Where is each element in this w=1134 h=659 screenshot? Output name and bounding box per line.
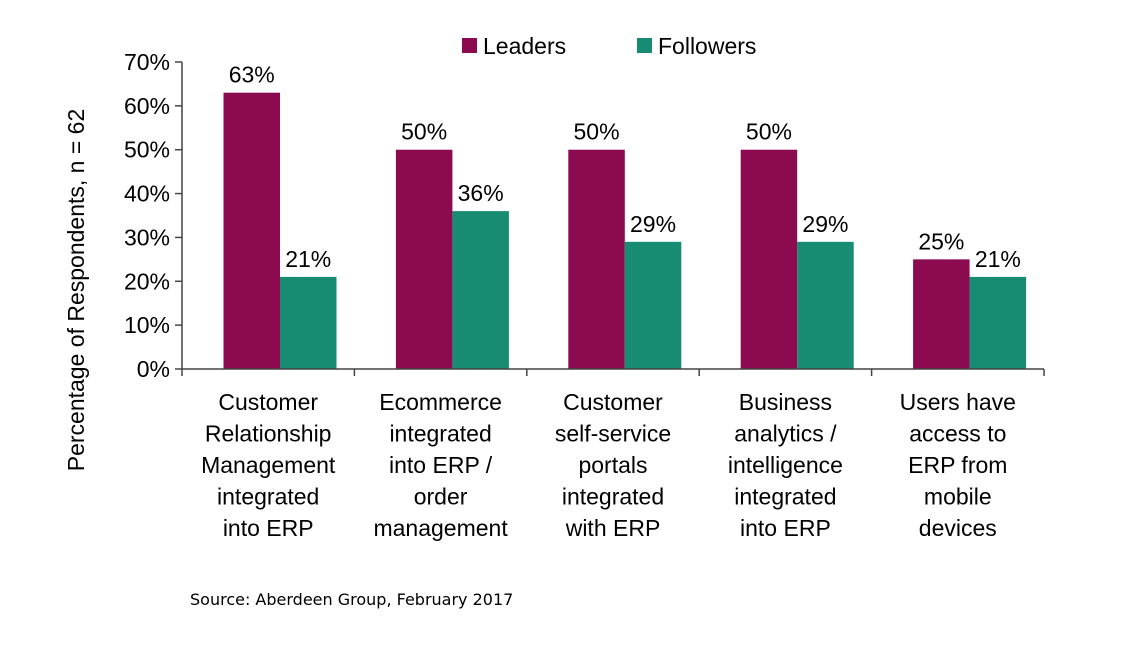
x-tick-label: Ecommerce integrated into ERP / order manage… (373, 389, 508, 541)
data-label: 25% (918, 228, 964, 254)
bar (395, 149, 453, 369)
x-tick-label: Users have access to ERP from mobile devices (900, 389, 1016, 541)
x-tick-label: Business analytics / intelligence integrate… (728, 389, 843, 541)
data-label: 50% (746, 119, 792, 145)
y-tick-label: 0% (137, 356, 170, 382)
data-label: 21% (285, 246, 331, 272)
y-axis-label: Percentage of Respondents, n = 62 (63, 109, 89, 472)
legend-swatch (462, 38, 477, 53)
y-tick-label: 70% (124, 49, 170, 75)
data-label: 63% (229, 62, 275, 88)
bar (223, 92, 280, 369)
legend-label: Followers (658, 33, 756, 59)
data-label: 50% (401, 119, 447, 145)
y-tick-label: 50% (124, 137, 170, 163)
source-note: Source: Aberdeen Group, February 2017 (190, 590, 514, 609)
y-tick-label: 10% (124, 312, 170, 338)
bar (280, 276, 337, 369)
legend-label: Leaders (483, 33, 566, 59)
y-tick-label: 20% (124, 268, 170, 294)
data-label: 36% (458, 180, 504, 206)
bar (740, 149, 798, 369)
legend-swatch (637, 38, 652, 53)
bar (797, 241, 854, 369)
data-label: 29% (630, 211, 676, 237)
bar (452, 211, 509, 369)
bar (913, 259, 970, 369)
bar (568, 149, 625, 369)
y-tick-label: 60% (124, 93, 170, 119)
data-label: 21% (975, 246, 1021, 272)
data-label: 50% (574, 119, 620, 145)
y-tick-label: 30% (124, 224, 170, 250)
bar (624, 241, 682, 369)
bar (969, 276, 1027, 369)
x-tick-label: Customer self-service portals integrated wit… (555, 389, 671, 541)
x-tick-label: Customer Relationship Management integrated… (201, 389, 336, 541)
data-label: 29% (802, 211, 848, 237)
y-tick-label: 40% (124, 181, 170, 207)
